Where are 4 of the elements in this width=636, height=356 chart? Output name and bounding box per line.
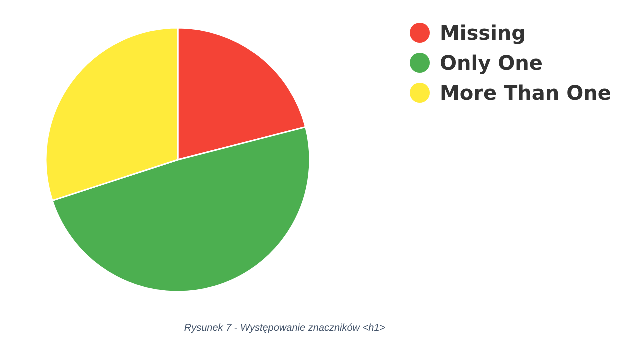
text: Rysunek 7 - Występowanie znaczników <h1> [184, 323, 386, 334]
legend-label: Only One [440, 51, 543, 75]
legend-label: More Than One [440, 81, 612, 105]
legend-label: Missing [440, 21, 526, 45]
